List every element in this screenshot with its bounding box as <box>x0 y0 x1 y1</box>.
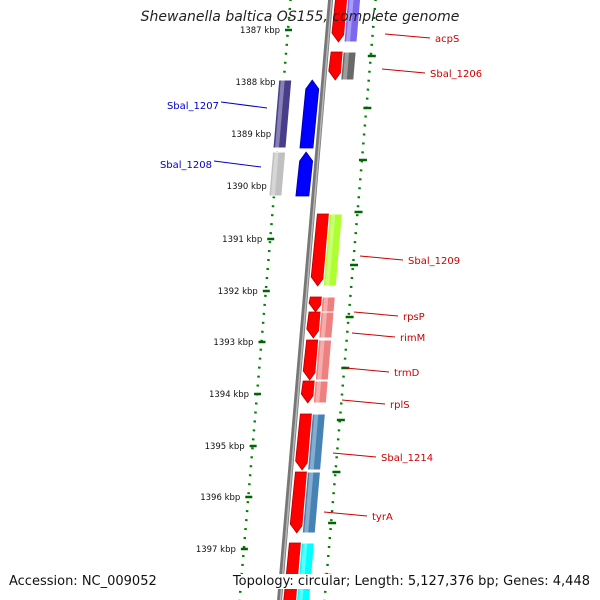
label-leader-line <box>220 101 268 109</box>
gene-cog-block[interactable] <box>301 471 321 534</box>
gene-cog-shine <box>317 340 325 380</box>
gene-features <box>268 0 362 600</box>
gene-cog-block[interactable] <box>320 296 336 313</box>
gene-cog-block[interactable] <box>314 339 333 381</box>
kbp-tick-label: 1392 kbp <box>218 287 258 297</box>
gene-cog-block[interactable] <box>272 79 293 149</box>
label-leader-line <box>384 33 431 39</box>
genome-backbone <box>277 0 334 600</box>
gene-cog-block[interactable] <box>268 151 287 197</box>
gene-label-rplS[interactable]: rplS <box>390 400 410 411</box>
kbp-tick-label: 1388 kbp <box>236 78 276 88</box>
kbp-tick-label: 1389 kbp <box>231 130 271 140</box>
label-leader-line <box>381 68 426 74</box>
gene-cog-block[interactable] <box>322 213 343 287</box>
gene-strand-arrow[interactable] <box>289 471 309 534</box>
gene-cog-shine <box>325 214 336 286</box>
kbp-tick-label: 1390 kbp <box>227 182 267 192</box>
gene-strand-arrow[interactable] <box>299 79 320 149</box>
gene-strand-arrow[interactable] <box>308 296 324 313</box>
gene-cog-shine <box>274 80 285 148</box>
gene-strand-arrow[interactable] <box>310 213 331 287</box>
gene-cog-shine <box>315 381 322 403</box>
gene-label-trmD[interactable]: trmD <box>394 368 420 379</box>
gene-label-rpsP[interactable]: rpsP <box>403 312 425 323</box>
gene-labels: acpS Sbal_1206 Sbal_1207 Sbal_1208 Sbal_1209… <box>160 33 482 523</box>
kbp-tick-label: 1387 kbp <box>240 26 280 36</box>
gene-label-Sbal_1206[interactable]: Sbal_1206 <box>430 69 482 80</box>
kbp-tick-label: 1394 kbp <box>209 390 249 400</box>
label-leader-line <box>353 311 399 317</box>
gene-strand-arrow[interactable] <box>295 151 314 197</box>
backbone-line <box>277 0 334 600</box>
gene-strand-arrow[interactable] <box>331 0 349 43</box>
gene-cog-block[interactable] <box>340 51 357 81</box>
gene-label-Sbal_1214[interactable]: Sbal_1214 <box>381 453 433 464</box>
map-title: Shewanella baltica OS155, complete genom… <box>140 9 460 25</box>
gene-strand-arrow[interactable] <box>302 339 321 381</box>
backbone-highlight <box>279 0 333 600</box>
gene-label-Sbal_1207[interactable]: Sbal_1207 <box>167 101 219 112</box>
gene-strand-arrow[interactable] <box>306 311 323 339</box>
topology-label: Topology: circular; Length: 5,127,376 bp… <box>226 574 590 589</box>
gene-cog-shine <box>345 0 354 42</box>
kbp-tick-label: 1395 kbp <box>205 442 245 452</box>
gene-cog-shine <box>304 472 314 533</box>
gene-strand-arrow[interactable] <box>328 51 345 81</box>
gene-cog-block[interactable] <box>312 380 329 404</box>
label-leader-line <box>359 255 404 261</box>
gene-label-acpS[interactable]: acpS <box>435 34 459 45</box>
gene-label-tyrA[interactable]: tyrA <box>372 512 393 523</box>
accession-label: Accession: NC_009052 <box>9 574 157 589</box>
label-leader-line <box>213 160 262 168</box>
kbp-tick-label: 1397 kbp <box>196 545 236 555</box>
gene-cog-block[interactable] <box>343 0 362 43</box>
gene-cog-block[interactable] <box>318 311 335 339</box>
gene-label-rimM[interactable]: rimM <box>400 333 425 344</box>
gene-cog-shine <box>323 297 329 312</box>
label-leader-line <box>351 332 396 338</box>
kbp-tick-label: 1391 kbp <box>222 235 262 245</box>
gene-cog-shine <box>270 152 279 196</box>
gene-cog-block[interactable] <box>307 413 326 471</box>
gene-strand-arrow[interactable] <box>300 380 317 404</box>
gene-label-Sbal_1209[interactable]: Sbal_1209 <box>408 256 460 267</box>
label-leader-line <box>323 511 368 517</box>
gene-label-Sbal_1208[interactable]: Sbal_1208 <box>160 160 212 171</box>
kbp-tick-label: 1393 kbp <box>213 338 253 348</box>
gene-cog-shine <box>342 52 350 80</box>
label-leader-line <box>341 399 386 405</box>
gene-cog-shine <box>320 312 328 338</box>
kbp-tick-label: 1396 kbp <box>200 493 240 503</box>
label-leader-line <box>332 452 377 458</box>
gene-cog-shine <box>309 414 319 470</box>
label-leader-line <box>345 367 390 373</box>
